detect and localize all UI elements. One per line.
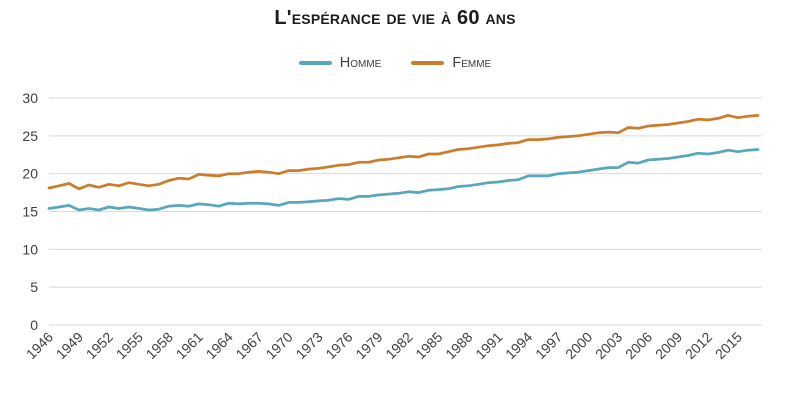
x-tick-label: 2009: [652, 329, 685, 362]
legend-label-homme: Homme: [339, 55, 382, 71]
x-tick-label: 1961: [173, 329, 206, 362]
x-tick-label: 1991: [472, 329, 505, 362]
x-tick-label: 2006: [622, 329, 655, 362]
x-tick-label: 1979: [352, 329, 385, 362]
y-tick-label: 10: [22, 241, 38, 257]
legend-item-homme: Homme: [298, 55, 382, 71]
series-line-homme: [47, 148, 760, 212]
y-tick-label: 25: [22, 128, 38, 144]
x-tick-label: 1964: [203, 329, 236, 362]
x-tick-label: 1988: [442, 329, 475, 362]
x-tick-label: 1952: [83, 329, 116, 362]
legend-item-femme: Femme: [411, 55, 491, 71]
x-axis-labels: 1946194919521955195819611964196719701973…: [23, 329, 746, 362]
x-tick-label: 1949: [53, 329, 86, 362]
gridlines: [49, 97, 762, 326]
x-tick-label: 1982: [382, 329, 415, 362]
y-tick-label: 20: [22, 166, 38, 182]
x-tick-label: 2000: [562, 329, 595, 362]
y-tick-label: 5: [30, 279, 38, 295]
x-tick-label: 1997: [532, 329, 565, 362]
legend-label-femme: Femme: [452, 55, 492, 71]
y-axis-labels: 0 5 10 15 20 25 30: [22, 90, 38, 333]
x-tick-label: 1970: [262, 329, 295, 362]
x-tick-label: 1967: [232, 329, 265, 362]
y-tick-label: 0: [30, 317, 38, 333]
x-tick-label: 1994: [502, 329, 535, 362]
homme-line-swatch: [298, 61, 332, 65]
chart-title: L'espérance de vie à 60 ans: [274, 7, 516, 29]
series-line-femme: [47, 114, 760, 191]
x-tick-label: 1976: [322, 329, 355, 362]
x-tick-label: 1955: [113, 329, 146, 362]
x-tick-label: 1946: [23, 329, 56, 362]
y-tick-label: 15: [22, 204, 38, 220]
femme-line-swatch: [411, 61, 445, 65]
x-tick-label: 1958: [143, 329, 176, 362]
x-tick-label: 2015: [712, 329, 745, 362]
chart-legend: Homme Femme: [0, 55, 790, 71]
x-tick-label: 1985: [412, 329, 445, 362]
x-tick-label: 1973: [292, 329, 325, 362]
y-tick-label: 30: [22, 90, 38, 106]
x-tick-label: 2012: [682, 329, 715, 362]
x-tick-label: 2003: [592, 329, 625, 362]
